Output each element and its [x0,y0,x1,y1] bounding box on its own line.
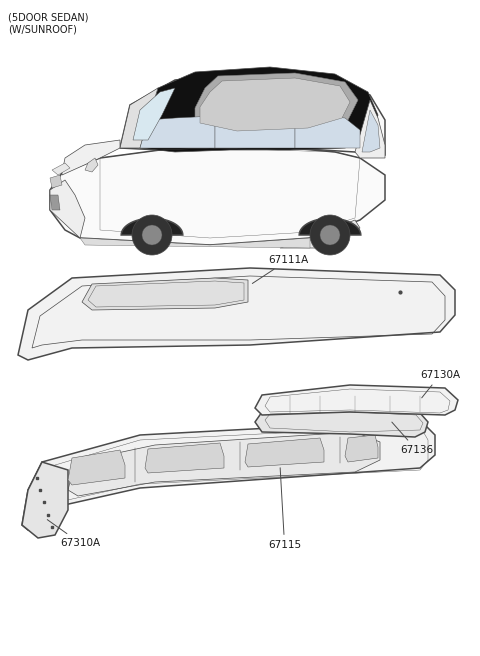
Polygon shape [345,435,378,462]
Text: 67130A: 67130A [420,370,460,398]
Polygon shape [18,268,455,360]
Circle shape [142,225,162,245]
Polygon shape [299,218,361,235]
Polygon shape [200,78,350,131]
Text: (W/SUNROOF): (W/SUNROOF) [8,24,77,34]
Polygon shape [255,410,428,437]
Polygon shape [22,420,435,530]
Polygon shape [355,100,385,158]
Polygon shape [295,114,360,148]
Circle shape [310,215,350,255]
Polygon shape [255,385,458,415]
Text: 67310A: 67310A [47,520,100,548]
Polygon shape [68,450,125,485]
Polygon shape [82,278,248,310]
Polygon shape [50,195,60,210]
Polygon shape [80,238,310,248]
Polygon shape [362,110,380,152]
Text: 67115: 67115 [268,468,301,550]
Polygon shape [121,218,183,235]
Polygon shape [62,140,120,175]
Polygon shape [245,438,324,467]
Polygon shape [280,220,360,248]
Polygon shape [50,180,85,238]
Text: (5DOOR SEDAN): (5DOOR SEDAN) [8,12,88,22]
Polygon shape [85,158,98,172]
Polygon shape [120,88,158,148]
Polygon shape [195,73,358,135]
Polygon shape [50,175,62,188]
Polygon shape [52,163,70,175]
Polygon shape [145,443,224,473]
Polygon shape [68,432,380,496]
Circle shape [320,225,340,245]
Polygon shape [22,462,68,538]
Polygon shape [120,72,385,155]
Polygon shape [50,148,385,245]
Polygon shape [215,114,295,148]
Polygon shape [133,88,175,140]
Text: 67111A: 67111A [252,255,308,283]
Polygon shape [140,116,215,148]
Polygon shape [140,67,378,152]
Text: 67136: 67136 [392,422,433,455]
Circle shape [132,215,172,255]
